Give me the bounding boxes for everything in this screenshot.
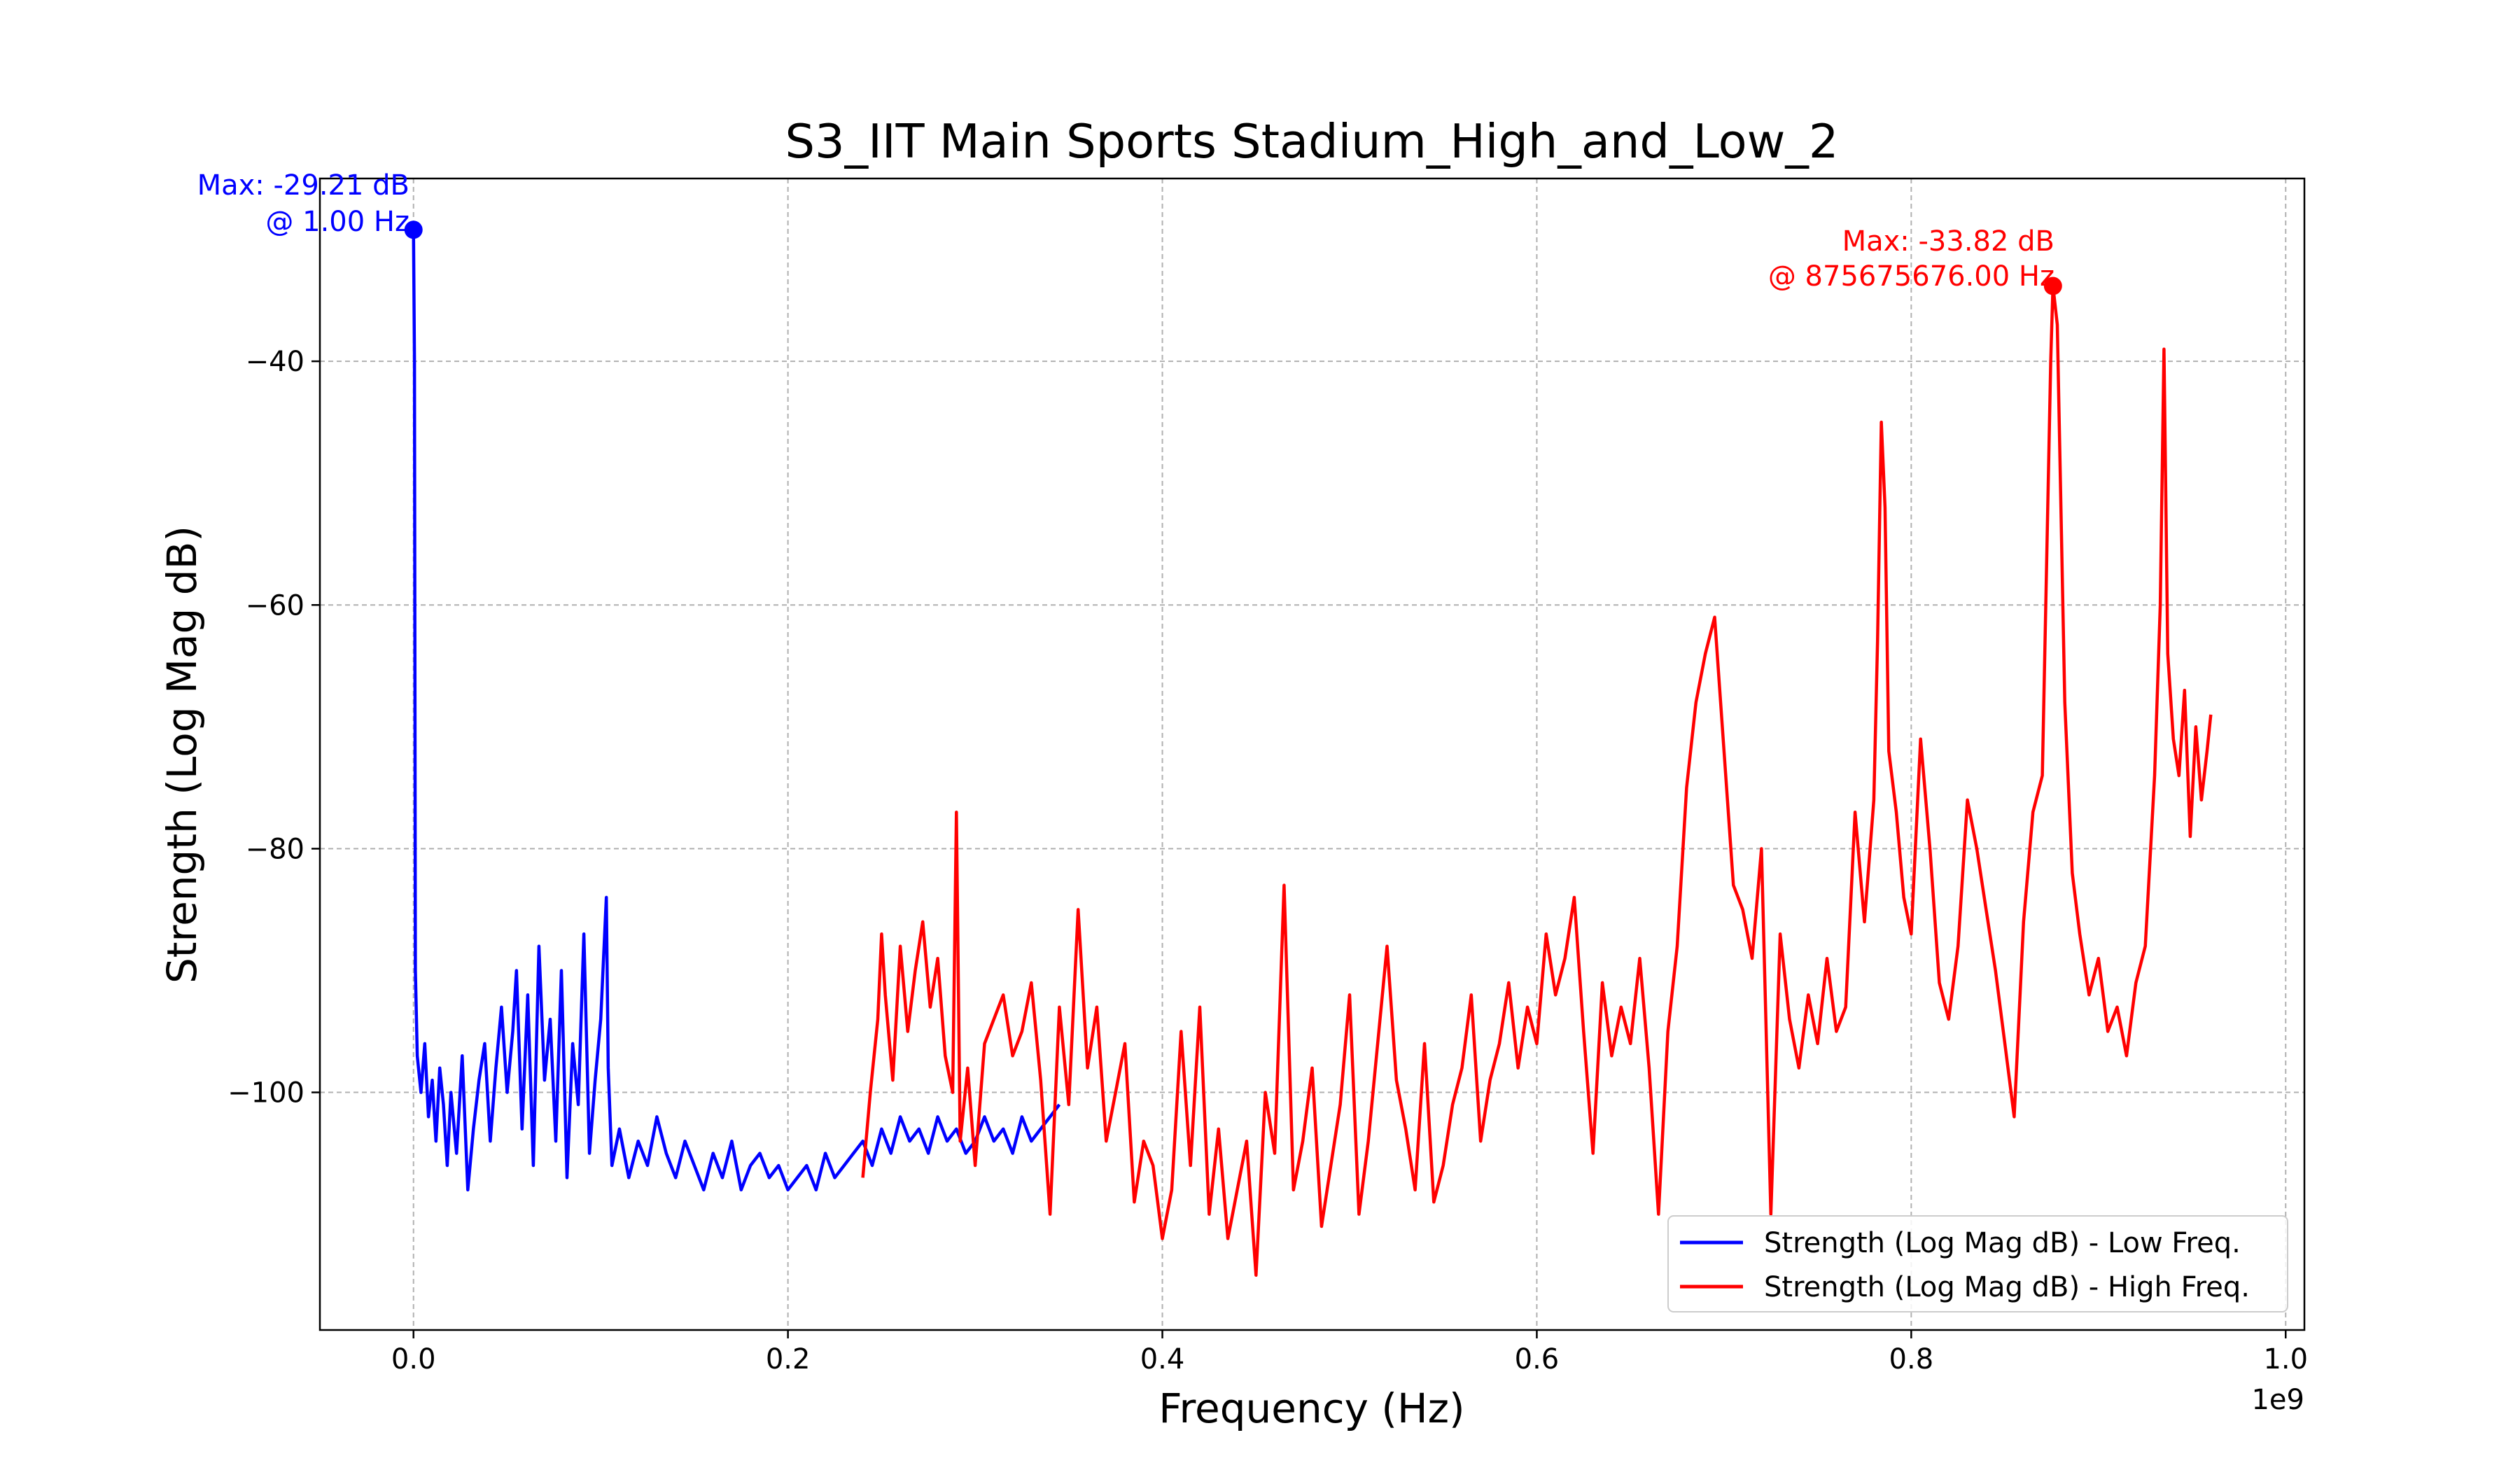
- legend-box: [1667, 1215, 2288, 1312]
- legend-label-low: Strength (Log Mag dB) - Low Freq.: [1764, 1227, 2241, 1259]
- x-tick-label: 0.8: [1889, 1343, 1934, 1376]
- chart-title: S3_IIT Main Sports Stadium_High_and_Low_…: [785, 114, 1838, 169]
- max-annotations: Max: -29.21 dB @ 1.00 Hz Max: -33.82 dB …: [197, 169, 2054, 293]
- legend: Strength (Log Mag dB) - Low Freq. Streng…: [1667, 1215, 2288, 1312]
- y-axis-label: Strength (Log Mag dB): [158, 526, 206, 983]
- high-max-annotation-line1: Max: -33.82 dB: [1842, 225, 2054, 258]
- y-tick-label: −60: [246, 589, 304, 622]
- x-tick-label: 0.4: [1140, 1343, 1185, 1376]
- legend-label-high: Strength (Log Mag dB) - High Freq.: [1764, 1271, 2250, 1303]
- low-max-annotation-line1: Max: -29.21 dB: [197, 169, 410, 202]
- x-axis-label: Frequency (Hz): [1158, 1385, 1464, 1432]
- low-max-annotation-line2: @ 1.00 Hz: [265, 206, 410, 238]
- low-freq-max-marker: [404, 220, 423, 239]
- y-tick-label: −40: [246, 346, 304, 378]
- x-tick-label: 1.0: [2263, 1343, 2308, 1376]
- high-freq-series-line: [861, 284, 2213, 1277]
- y-tick-label: −100: [227, 1077, 304, 1110]
- x-tick-label: 0.6: [1515, 1343, 1560, 1376]
- axis-ticks: 0.0 0.2 0.4 0.6 0.8 1.0 −40 −60 −80 −100: [227, 346, 2308, 1376]
- high-freq-max-marker: [2043, 276, 2062, 295]
- series-lines: [412, 230, 2213, 1277]
- y-tick-label: −80: [246, 833, 304, 865]
- x-tick-label: 0.2: [766, 1343, 811, 1376]
- max-markers: [404, 220, 2062, 295]
- plot-frame: [318, 177, 2306, 1331]
- low-freq-series-line: [412, 230, 1061, 1192]
- high-max-annotation-line2: @ 875675676.00 Hz: [1768, 260, 2054, 293]
- x-offset-label: 1e9: [2251, 1384, 2304, 1416]
- x-tick-label: 0.0: [391, 1343, 436, 1376]
